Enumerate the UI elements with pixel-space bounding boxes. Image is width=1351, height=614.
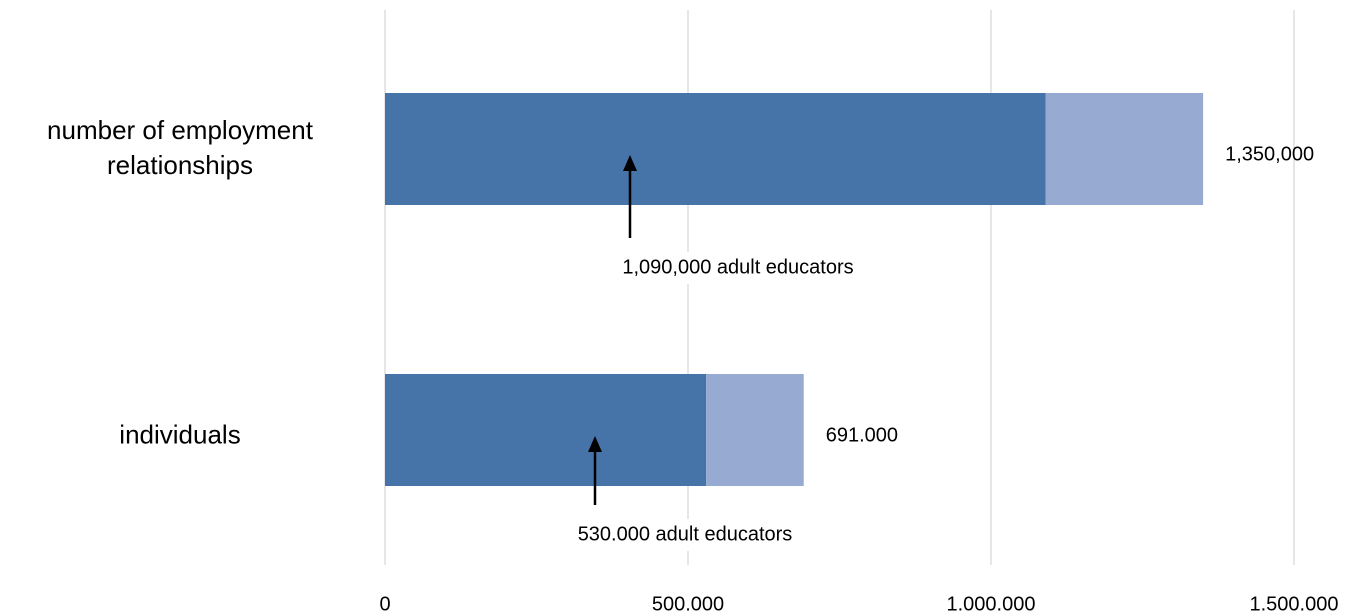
bar-segment [706, 374, 804, 486]
annotation-bg [568, 252, 908, 284]
x-tick-label: 1.500.000 [1250, 593, 1339, 614]
x-tick-label: 0 [379, 593, 390, 614]
x-tick-label: 1.000.000 [947, 593, 1036, 614]
annotation: 530.000 adult educators [578, 523, 793, 545]
annotation: 1,090,000 adult educators [622, 256, 853, 278]
bar-segment [385, 93, 1046, 205]
total-label: 1,350,000 [1225, 143, 1314, 165]
total-label: 691.000 [826, 424, 898, 446]
x-tick-label: 500.000 [652, 593, 724, 614]
annotation-bg [515, 519, 855, 551]
bar-segment [385, 374, 707, 486]
category-label: individuals [119, 419, 241, 450]
category-label: number of employment relationships [47, 115, 313, 180]
arrow-head [588, 436, 602, 452]
bar-segment [1045, 93, 1204, 205]
arrow-head [623, 155, 637, 171]
